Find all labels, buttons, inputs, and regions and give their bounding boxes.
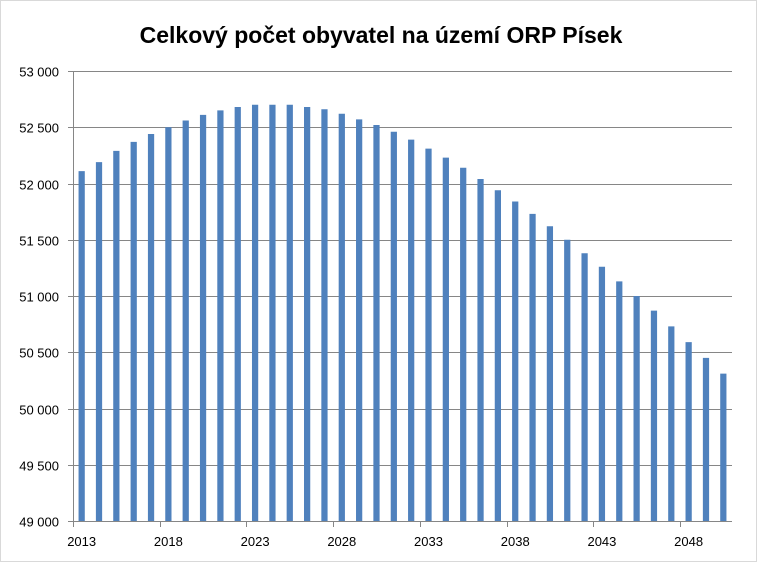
bar — [650, 310, 658, 522]
bar — [529, 213, 536, 522]
bar — [147, 134, 155, 521]
bar — [494, 190, 501, 521]
bar — [95, 162, 103, 522]
chart-title: Celkový počet obyvatel na území ORP Píse… — [140, 22, 623, 48]
bar — [165, 127, 172, 521]
bar — [269, 104, 276, 521]
y-tick-label: 49 000 — [19, 515, 59, 530]
bar — [373, 125, 380, 521]
x-tick-label: 2018 — [154, 534, 183, 549]
x-tick-label: 2028 — [327, 534, 356, 549]
y-tick-label: 49 500 — [19, 459, 59, 474]
y-tick-label: 52 500 — [19, 121, 59, 136]
y-tick-label: 51 000 — [19, 290, 59, 305]
bar — [546, 226, 554, 521]
bar — [390, 131, 397, 521]
x-tick-label: 2038 — [501, 534, 530, 549]
bar — [460, 167, 467, 521]
x-tick-label: 2013 — [67, 534, 96, 549]
bar — [564, 239, 571, 521]
y-tick-label: 50 500 — [19, 346, 59, 361]
bar — [616, 281, 623, 522]
bar — [477, 179, 484, 521]
x-tick-label: 2043 — [587, 534, 616, 549]
bar — [78, 171, 85, 522]
bar — [356, 119, 363, 522]
bar — [702, 357, 710, 522]
bar — [598, 266, 606, 521]
x-tick-label: 2023 — [241, 534, 270, 549]
bar — [581, 253, 588, 521]
bars — [78, 104, 727, 522]
bar — [217, 110, 224, 522]
bar — [338, 113, 345, 521]
x-axis-tick-labels: 2013 2018 2023 2028 2033 2038 2043 2048 — [67, 534, 703, 549]
bar — [182, 120, 189, 521]
bar — [512, 201, 519, 521]
axes — [68, 71, 732, 527]
x-tick-label: 2033 — [414, 534, 443, 549]
y-tick-label: 52 000 — [19, 178, 59, 193]
bar — [425, 148, 432, 522]
bar — [442, 157, 449, 522]
bar — [685, 342, 692, 522]
y-axis-tick-labels: 49 000 49 500 50 000 50 500 51 000 51 500 52 0… — [19, 65, 59, 530]
y-tick-label: 53 000 — [19, 65, 59, 80]
bar — [668, 326, 675, 522]
y-tick-label: 50 000 — [19, 403, 59, 418]
bar — [321, 109, 328, 521]
x-tick-label: 2048 — [674, 534, 703, 549]
bar — [113, 150, 120, 522]
bar — [251, 104, 259, 521]
bar — [130, 141, 137, 522]
bar — [286, 104, 293, 521]
bar — [234, 107, 241, 521]
bar — [408, 139, 415, 522]
bar — [633, 296, 640, 521]
bar — [720, 373, 727, 522]
bar — [304, 107, 311, 521]
gridlines — [73, 71, 732, 466]
bar — [199, 114, 207, 522]
y-tick-label: 51 500 — [19, 234, 59, 249]
